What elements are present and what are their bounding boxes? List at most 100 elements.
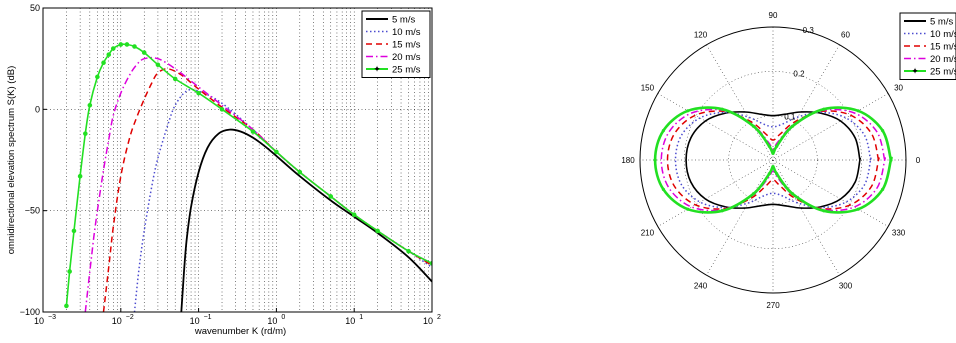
angle-tick-label: 90 (769, 11, 778, 20)
data-point (771, 165, 775, 169)
radial-tick-label: 0.2 (793, 69, 805, 78)
angle-tick-label: 240 (694, 282, 708, 291)
x-tick-label: 10 (345, 316, 355, 326)
spectrum-chart: 10 −3 10 −2 10 −1 10 0 10 1 10 2 50 0 −50 −100 wavenumbe… (6, 3, 441, 337)
data-point (771, 151, 775, 155)
legend-entry: 10 m/s (392, 27, 421, 38)
data-point (775, 172, 779, 176)
angular-grid-line (657, 93, 889, 227)
angle-tick-label: 0 (916, 156, 921, 165)
angle-tick-label: 210 (641, 229, 655, 238)
data-point (219, 107, 225, 112)
polar-series-25ms (653, 106, 893, 214)
y-tick-label: 0 (35, 104, 40, 114)
polar-series-10ms (674, 111, 872, 209)
data-point (822, 209, 826, 213)
data-point (686, 109, 690, 113)
legend-entry: 5 m/s (392, 15, 415, 26)
angle-tick-label: 30 (894, 84, 903, 93)
angle-tick-label: 60 (841, 30, 850, 39)
radial-tick-label: 0.3 (803, 26, 815, 35)
data-point (328, 194, 334, 199)
data-point (77, 173, 83, 179)
data-point (751, 124, 756, 128)
y-tick-label: 50 (30, 3, 40, 13)
data-point (767, 172, 771, 176)
data-point (106, 52, 112, 57)
axes-box (42, 7, 433, 313)
data-point (71, 228, 77, 234)
x-tick-label: 10 (423, 316, 433, 326)
legend-entry: 15 m/s (392, 40, 421, 51)
data-point (118, 42, 124, 47)
legend-box (361, 10, 431, 78)
data-point (751, 192, 756, 196)
data-point (406, 248, 411, 254)
data-point (172, 76, 178, 82)
data-point (64, 303, 69, 309)
legend-entry: 25 m/s (930, 67, 956, 78)
angle-tick-label: 300 (839, 282, 853, 291)
legend-marker: ✦ (373, 64, 381, 74)
series-line-5ms (180, 128, 432, 312)
data-point (790, 192, 795, 196)
series-line-25ms (65, 43, 432, 306)
legend-entry: 5 m/s (930, 17, 953, 28)
x-axis-label: wavenumber K (rd/m) (194, 326, 286, 337)
data-point (375, 228, 380, 234)
x-tick-exponent: 0 (281, 314, 285, 321)
x-tick-exponent: −1 (204, 314, 212, 321)
data-point (856, 109, 860, 113)
x-tick-label: 10 (34, 316, 44, 326)
legend-entry: 20 m/s (930, 54, 956, 65)
angle-tick-label: 150 (641, 84, 655, 93)
x-tick-exponent: −2 (126, 314, 134, 321)
data-point (250, 129, 256, 134)
legend-entry: 20 m/s (392, 52, 421, 63)
radial-tick-label: 0.1 (784, 113, 796, 122)
polar-frame (639, 26, 907, 294)
x-tick-label: 10 (112, 316, 122, 326)
data-point (87, 102, 93, 108)
data-point (67, 269, 72, 274)
y-axis-label: omnidirectional elevation spectrum S(K) … (6, 66, 17, 255)
x-tick-exponent: 2 (437, 314, 441, 321)
angle-tick-label: 120 (694, 30, 708, 39)
data-point (110, 46, 116, 51)
data-point (856, 207, 860, 211)
data-point (822, 107, 826, 111)
data-point (686, 207, 690, 211)
legend-entry: 10 m/s (930, 29, 956, 40)
x-tick-exponent: 1 (359, 314, 363, 321)
legend-marker: ✦ (911, 66, 919, 76)
data-point (775, 144, 779, 148)
data-point (767, 144, 771, 148)
data-point (83, 131, 88, 136)
radial-grid-circle (684, 71, 862, 249)
data-point (155, 62, 161, 68)
data-point (881, 187, 885, 191)
data-point (101, 60, 106, 66)
data-point (141, 50, 147, 55)
legend-entry: 25 m/s (392, 65, 421, 76)
data-point (720, 209, 724, 213)
data-point (351, 212, 357, 218)
data-point (132, 44, 137, 49)
series-line-15ms (102, 68, 432, 312)
x-tick-label: 10 (190, 316, 200, 326)
series-group (64, 42, 432, 312)
data-point (124, 42, 130, 47)
angle-tick-label: 330 (892, 229, 906, 238)
angle-tick-label: 270 (766, 301, 780, 310)
data-point (661, 129, 665, 133)
x-tick-label: 10 (267, 316, 277, 326)
polar-chart: 0.1 0.2 0.3 0 30 60 90 120 150 180 210 240 270 300 330… (621, 11, 956, 310)
data-point (720, 107, 724, 111)
data-point (274, 149, 279, 155)
data-point (196, 90, 201, 96)
data-point (881, 129, 885, 133)
radial-grid-circle (728, 115, 818, 205)
y-tick-label: −50 (25, 206, 40, 216)
data-point (889, 158, 893, 162)
